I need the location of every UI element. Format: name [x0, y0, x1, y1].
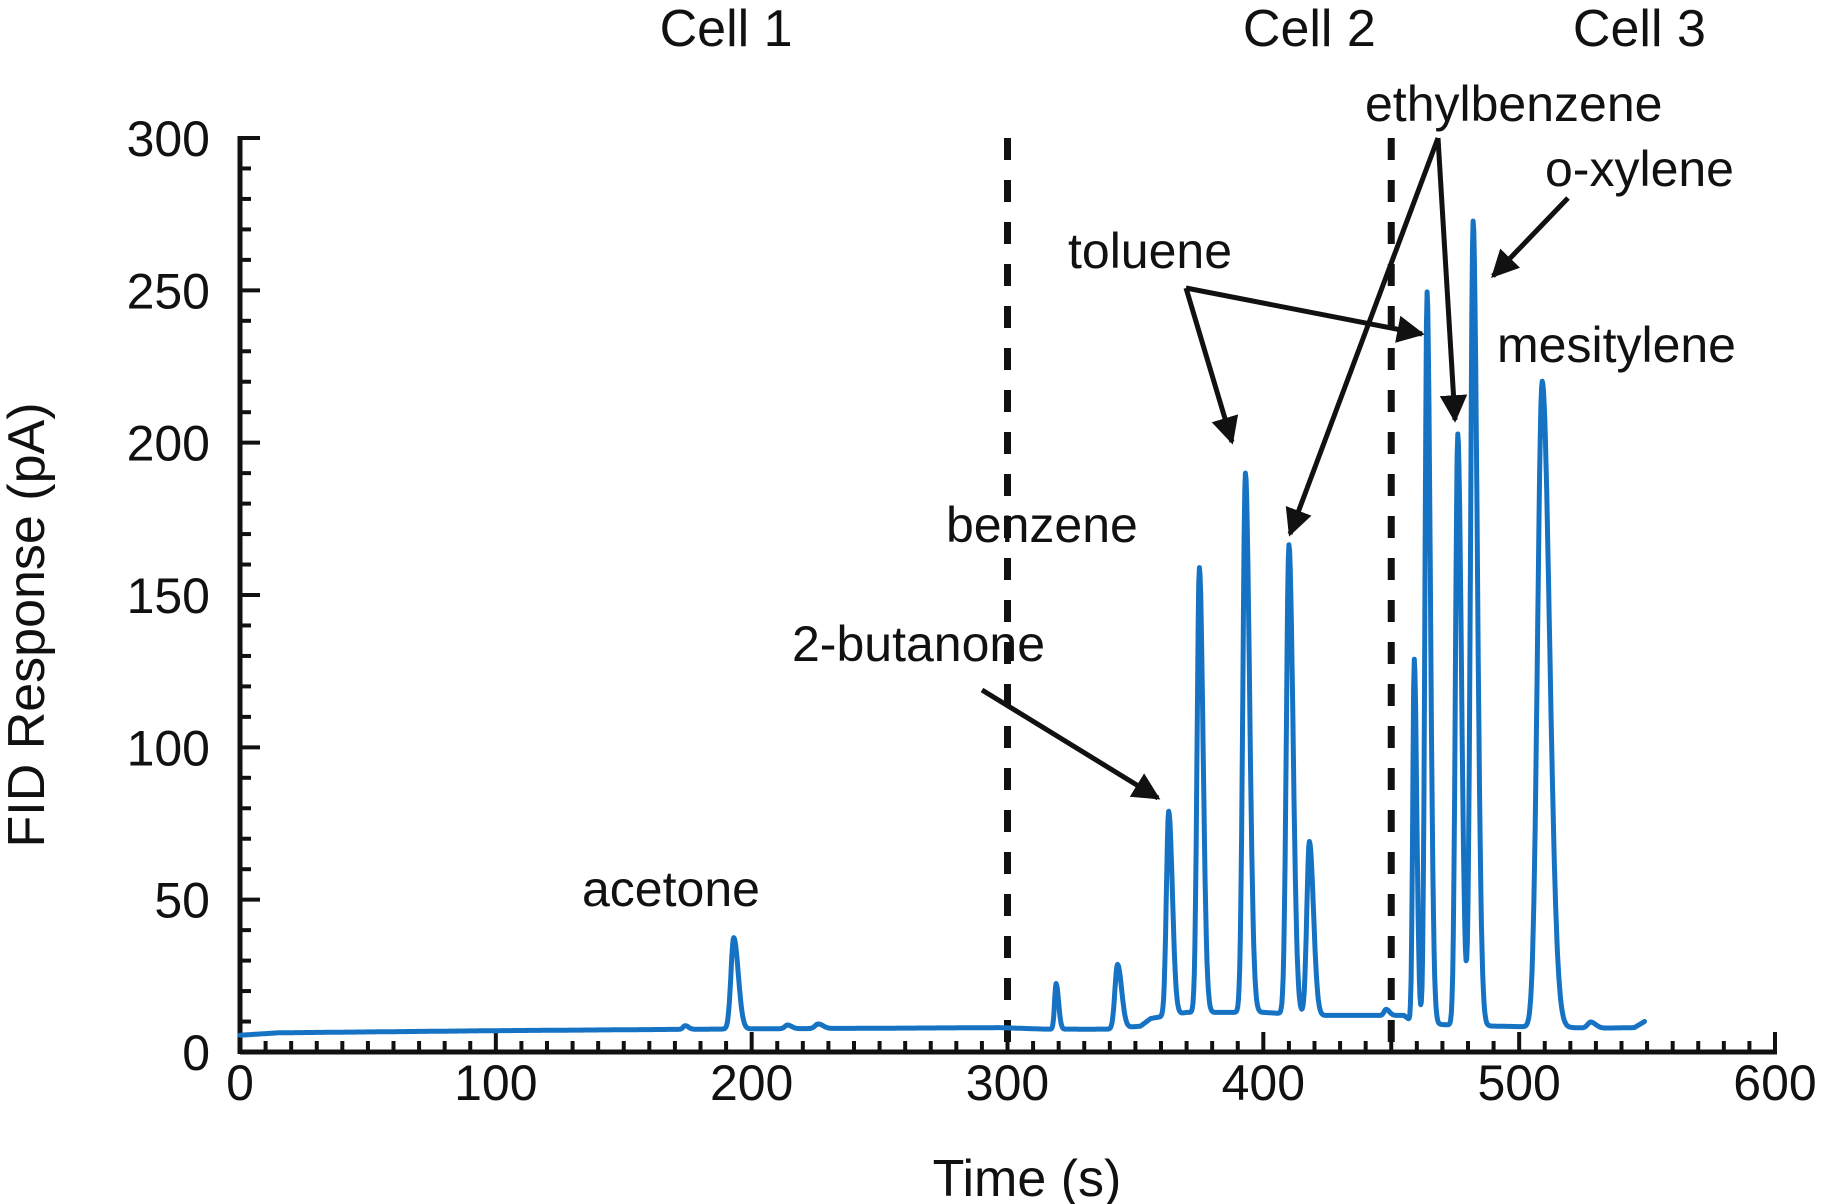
peak-label-acetone: acetone: [582, 861, 760, 917]
y-tick-label: 50: [154, 873, 210, 929]
y-tick-label: 200: [127, 416, 210, 472]
peak-label-toluene: toluene: [1068, 223, 1232, 279]
y-tick-label: 250: [127, 263, 210, 319]
y-tick-label: 300: [127, 111, 210, 167]
cell-dividers: [1004, 138, 1395, 1052]
x-tick-label: 400: [1222, 1055, 1305, 1111]
x-tick-label: 100: [454, 1055, 537, 1111]
axes: 0 100 200 300 400 500 600 0 50 100 150 200 250 300: [127, 111, 1817, 1111]
arrow-2-butanone: [980, 687, 1161, 801]
x-tick-label: 0: [226, 1055, 254, 1111]
peak-label-ethylbenzene: ethylbenzene: [1365, 76, 1662, 132]
arrow-toluene-1: [1183, 287, 1239, 445]
arrow-toluene-2: [1185, 285, 1425, 343]
arrow-o-xylene: [1491, 196, 1570, 278]
y-axis-title: FID Response (pA): [0, 402, 56, 847]
cell-label-1: Cell 1: [660, 0, 793, 58]
x-tick-label: 500: [1477, 1055, 1560, 1111]
fid-trace-line: [237, 218, 1647, 1038]
cell-label-2: Cell 2: [1243, 0, 1376, 58]
peak-label-2-butanone: 2-butanone: [792, 616, 1045, 672]
peak-label-benzene: benzene: [946, 497, 1138, 553]
peak-annotations: acetone 2-butanone benzene toluene ethyl…: [582, 76, 1736, 917]
x-tick-label: 600: [1733, 1055, 1816, 1111]
x-tick-label: 300: [966, 1055, 1049, 1111]
peak-label-mesitylene: mesitylene: [1497, 317, 1736, 373]
cell-label-3: Cell 3: [1573, 0, 1706, 58]
cell-labels: Cell 1 Cell 2 Cell 3: [660, 0, 1706, 58]
x-axis-title: Time (s): [933, 1150, 1122, 1204]
x-tick-label: 200: [710, 1055, 793, 1111]
arrow-ethylbenzene-1: [1285, 137, 1441, 537]
peak-label-o-xylene: o-xylene: [1545, 141, 1734, 197]
arrow-ethylbenzene-2: [1435, 137, 1468, 423]
y-tick-label: 0: [182, 1025, 210, 1081]
y-tick-label: 150: [127, 568, 210, 624]
y-tick-label: 100: [127, 720, 210, 776]
